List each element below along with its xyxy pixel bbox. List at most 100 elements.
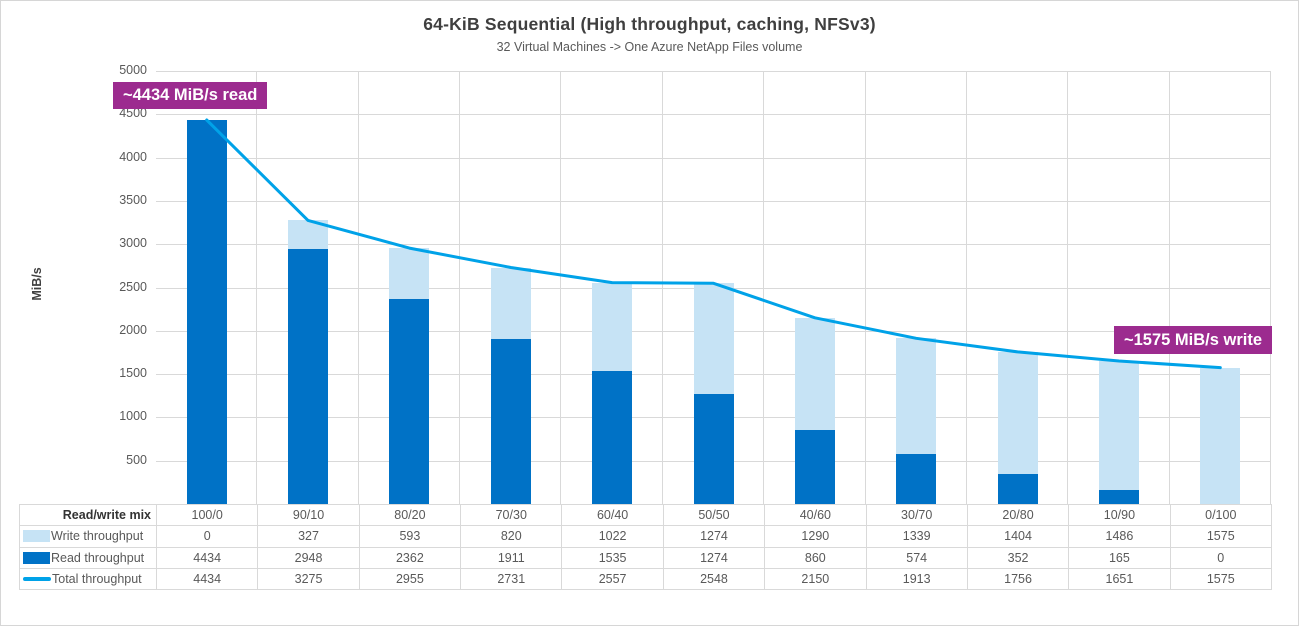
data-table: Read/write mix 100/0 90/10 80/20 70/30 60/40 5… [19,504,1272,591]
table-value: 1274 [663,526,766,548]
table-value: 1274 [663,547,766,569]
table-value: 1575 [1170,568,1272,591]
table-value: 1756 [967,568,1070,591]
table-value-text: 1404 [1004,529,1032,544]
table-value: 327 [258,526,360,548]
bar-segment-read [997,473,1038,504]
table-value: 860 [765,547,867,569]
table-value: 820 [461,526,563,548]
category-label: 60/40 [562,505,664,527]
bar-segment-read [794,429,835,504]
category-label-text: 50/50 [698,508,730,523]
y-tick-label: 3500 [119,192,147,207]
table-value: 1022 [562,526,664,548]
legend-row-label: Total throughput [20,568,157,591]
bar-segment-write [592,282,633,372]
bar-segment-write [997,351,1038,474]
table-value-text: 4434 [193,572,222,587]
table-value-text: 593 [399,529,421,544]
table-value-text: 1290 [801,529,830,544]
table-value-text: 2548 [700,572,728,587]
table-value: 2150 [765,568,867,591]
v-gridline [459,71,461,504]
v-gridline [661,71,663,504]
bar-segment-write [490,267,531,339]
v-gridline [864,71,866,504]
table-value: 1911 [461,547,563,569]
category-label-text: 0/100 [1205,508,1237,523]
legend-row-label-text: Read throughput [51,550,145,565]
table-value-text: 327 [298,529,319,544]
table-value: 165 [1069,547,1171,569]
v-gridline [1067,71,1069,504]
table-value-text: 2948 [294,550,323,565]
bar-segment-write [693,283,734,394]
legend-row-label-text: Total throughput [52,572,142,587]
table-value-text: 1274 [700,529,728,544]
category-label-text: 40/60 [799,508,831,523]
category-label: 40/60 [765,505,867,527]
y-tick-label: 5000 [119,63,147,77]
table-value: 3275 [258,568,360,591]
table-value-text: 574 [906,550,928,565]
v-gridline [1168,71,1170,504]
table-value: 593 [359,526,462,548]
plot-area [156,71,1271,504]
bar-segment-read [592,371,633,504]
table-value: 4434 [157,547,259,569]
category-label: 50/50 [663,505,766,527]
bar-segment-write [389,248,430,300]
table-value-text: 352 [1007,550,1029,565]
category-label-text: 90/10 [292,508,325,523]
category-label-text: 20/80 [1002,508,1034,523]
bar-segment-read [896,454,937,504]
category-label: 30/70 [866,505,968,527]
y-tick-label: 3000 [119,236,147,251]
table-value: 0 [1170,547,1272,569]
y-tick-label: 1000 [119,409,147,424]
v-gridline [560,71,562,504]
write-throughput-swatch [23,530,50,543]
y-tick-label: 2000 [119,322,147,337]
table-value: 2948 [258,547,360,569]
y-tick-label: 500 [126,452,147,467]
table-value-text: 2955 [395,572,424,587]
bar-segment-write [794,317,835,430]
table-value: 2731 [461,568,563,591]
bar-segment-write [1200,367,1241,504]
bar-segment-read [1098,489,1139,504]
total-throughput-line [205,118,1222,370]
chart-title: 64-KiB Sequential (High throughput, cach… [423,14,876,34]
h-gridline [156,114,1271,116]
table-value-text: 1022 [598,529,627,544]
category-label-text: 80/20 [394,508,426,523]
v-gridline [357,71,359,504]
v-gridline [256,71,258,504]
category-label: 20/80 [967,505,1070,527]
write-annotation-badge: ~1575 MiB/s write [1114,326,1273,354]
table-value-text: 1756 [1004,572,1032,587]
bar-segment-read [288,248,329,504]
bar-segment-write [1098,361,1139,490]
category-label-text: 70/30 [495,508,527,523]
v-gridline [1270,71,1271,504]
table-value: 574 [866,547,968,569]
table-value-text: 1486 [1105,529,1134,544]
table-value: 1575 [1170,526,1272,548]
y-tick-label: 1500 [119,366,147,381]
table-value-text: 1535 [598,550,627,565]
table-value: 1339 [866,526,968,548]
table-value: 2557 [562,568,664,591]
y-tick-label: 4000 [119,149,147,164]
table-value: 4434 [157,568,259,591]
table-value-text: 4434 [193,550,222,565]
table-value-text: 1913 [902,572,931,587]
table-value-text: 1575 [1206,572,1235,587]
category-label-text: 30/70 [901,508,933,523]
table-value: 2362 [359,547,462,569]
category-label: 10/90 [1069,505,1171,527]
category-label-text: 60/40 [596,508,629,523]
table-value: 0 [157,526,259,548]
table-value-text: 2731 [497,572,526,587]
bar-segment-write [896,338,937,455]
